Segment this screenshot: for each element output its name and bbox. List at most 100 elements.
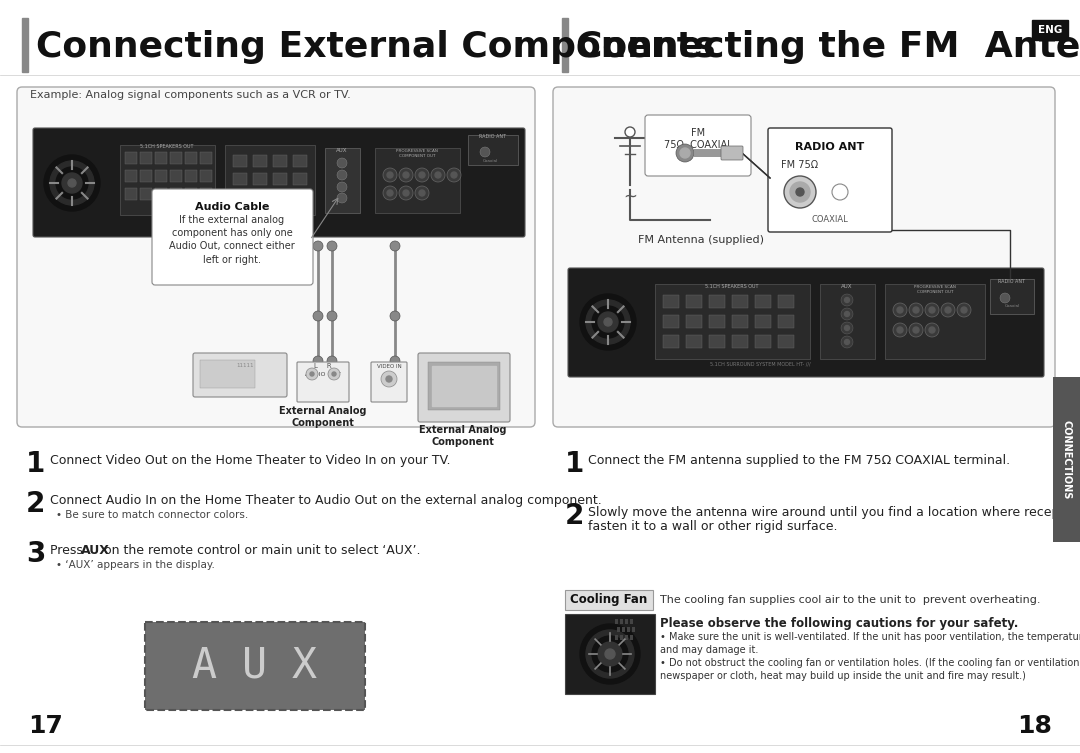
Bar <box>140 152 152 164</box>
Bar <box>565 590 653 610</box>
Bar <box>990 279 1034 314</box>
Text: FM Antenna (supplied): FM Antenna (supplied) <box>638 235 764 245</box>
Text: CONNECTIONS: CONNECTIONS <box>1062 419 1071 499</box>
Circle shape <box>789 182 810 202</box>
Text: 1: 1 <box>565 450 584 478</box>
Text: • ‘AUX’ appears in the display.: • ‘AUX’ appears in the display. <box>56 560 215 570</box>
Circle shape <box>913 307 919 313</box>
Circle shape <box>796 188 804 196</box>
Circle shape <box>337 158 347 168</box>
Text: FM 75Ω: FM 75Ω <box>782 160 819 170</box>
Bar <box>156 188 167 200</box>
Circle shape <box>327 356 337 366</box>
Text: 17: 17 <box>28 714 63 738</box>
Text: 2: 2 <box>565 502 584 530</box>
Bar <box>233 173 247 185</box>
Circle shape <box>62 173 82 193</box>
Bar <box>200 170 212 182</box>
Bar <box>200 152 212 164</box>
Bar <box>686 315 702 328</box>
Text: Connecting External Components: Connecting External Components <box>36 30 716 64</box>
Bar <box>694 149 723 157</box>
Bar <box>627 627 630 632</box>
Bar <box>625 635 627 640</box>
Bar <box>325 148 360 213</box>
Bar <box>200 188 212 200</box>
Circle shape <box>403 172 409 178</box>
Bar <box>253 155 267 167</box>
Circle shape <box>403 190 409 196</box>
Bar <box>125 152 137 164</box>
Circle shape <box>387 190 393 196</box>
FancyBboxPatch shape <box>418 353 510 422</box>
Bar <box>140 188 152 200</box>
Text: AUX: AUX <box>841 284 853 289</box>
Bar <box>620 619 623 624</box>
Bar <box>663 295 679 308</box>
Circle shape <box>929 327 935 333</box>
Bar <box>820 284 875 359</box>
Text: 1: 1 <box>26 450 45 478</box>
Bar <box>432 366 496 406</box>
Text: Connect Video Out on the Home Theater to Video In on your TV.: Connect Video Out on the Home Theater to… <box>50 454 450 467</box>
Circle shape <box>924 323 939 337</box>
Text: AUDIO OUT: AUDIO OUT <box>305 372 341 377</box>
Bar <box>170 170 183 182</box>
Text: RADIO ANT: RADIO ANT <box>998 279 1026 284</box>
Circle shape <box>841 294 853 306</box>
Bar <box>708 315 725 328</box>
Bar <box>200 360 255 388</box>
Circle shape <box>945 307 951 313</box>
Circle shape <box>845 340 850 345</box>
Circle shape <box>327 311 337 321</box>
Circle shape <box>580 624 640 684</box>
Circle shape <box>431 168 445 182</box>
Bar <box>273 155 287 167</box>
Bar <box>654 284 810 359</box>
Bar <box>632 627 635 632</box>
Text: ENG: ENG <box>1038 25 1063 35</box>
Bar <box>778 335 794 348</box>
Circle shape <box>598 312 618 332</box>
Bar <box>293 191 307 203</box>
Bar <box>428 362 500 410</box>
Circle shape <box>841 322 853 334</box>
Bar <box>686 335 702 348</box>
Bar <box>617 627 620 632</box>
Bar <box>630 635 633 640</box>
Circle shape <box>419 190 426 196</box>
Circle shape <box>56 167 87 199</box>
Circle shape <box>909 303 923 317</box>
Text: 5.1CH SURROUND SYSTEM MODEL HT- ///: 5.1CH SURROUND SYSTEM MODEL HT- /// <box>710 361 810 366</box>
Bar <box>156 170 167 182</box>
Circle shape <box>386 376 392 382</box>
Circle shape <box>337 170 347 180</box>
Circle shape <box>586 630 634 678</box>
Text: COAXIAL: COAXIAL <box>812 215 849 224</box>
Circle shape <box>328 368 340 380</box>
Bar <box>615 619 618 624</box>
Text: COMPONENT OUT: COMPONENT OUT <box>399 154 435 158</box>
Bar <box>778 295 794 308</box>
Text: Cooling Fan: Cooling Fan <box>570 593 648 606</box>
Bar <box>273 191 287 203</box>
Bar <box>253 173 267 185</box>
Text: PROGRESSIVE SCAN: PROGRESSIVE SCAN <box>396 149 437 153</box>
Bar <box>732 315 748 328</box>
Bar <box>622 627 625 632</box>
Circle shape <box>841 336 853 348</box>
Text: • Make sure the unit is well-ventilated. If the unit has poor ventilation, the t: • Make sure the unit is well-ventilated.… <box>660 632 1080 655</box>
Text: RADIO ANT: RADIO ANT <box>480 134 507 139</box>
Circle shape <box>586 300 630 344</box>
Text: Connect the FM antenna supplied to the FM 75Ω COAXIAL terminal.: Connect the FM antenna supplied to the F… <box>588 454 1010 467</box>
Circle shape <box>605 649 615 659</box>
Circle shape <box>592 306 624 338</box>
Circle shape <box>383 168 397 182</box>
Text: AUX: AUX <box>336 148 348 153</box>
Bar <box>156 152 167 164</box>
Circle shape <box>310 372 314 376</box>
Text: Example: Analog signal components such as a VCR or TV.: Example: Analog signal components such a… <box>30 90 351 100</box>
Bar <box>170 188 183 200</box>
Circle shape <box>909 323 923 337</box>
Circle shape <box>680 148 690 158</box>
